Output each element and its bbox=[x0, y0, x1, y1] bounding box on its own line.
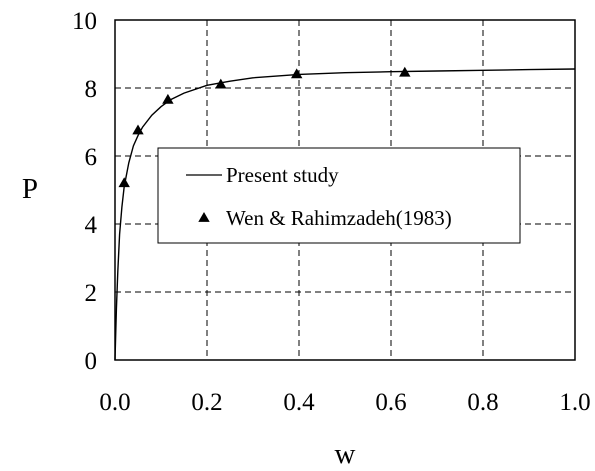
data-point-triangle bbox=[132, 124, 144, 135]
x-tick-label: 1.0 bbox=[559, 389, 590, 416]
x-tick-labels: 0.0 0.2 0.4 0.6 0.8 1.0 bbox=[99, 389, 590, 416]
y-tick-label: 4 bbox=[85, 212, 98, 239]
legend-triangle-marker bbox=[198, 212, 210, 222]
legend-label-wen-rahimzadeh: Wen & Rahimzadeh(1983) bbox=[226, 206, 452, 230]
x-tick-label: 0.0 bbox=[99, 389, 130, 416]
y-tick-label: 2 bbox=[85, 280, 98, 307]
y-tick-label: 0 bbox=[85, 348, 98, 375]
data-point-triangle bbox=[291, 68, 303, 79]
x-tick-label: 0.2 bbox=[191, 389, 222, 416]
x-tick-label: 0.4 bbox=[283, 389, 315, 416]
x-tick-label: 0.6 bbox=[375, 389, 406, 416]
y-tick-label: 10 bbox=[72, 8, 97, 35]
data-point-triangle bbox=[399, 66, 411, 77]
series-layer bbox=[114, 66, 576, 361]
data-point-triangle bbox=[215, 78, 227, 89]
y-tick-label: 6 bbox=[85, 144, 98, 171]
legend: Present study Wen & Rahimzadeh(1983) bbox=[157, 147, 521, 244]
x-axis-title: w bbox=[335, 438, 356, 470]
y-tick-label: 8 bbox=[85, 76, 98, 103]
y-tick-labels: 0 2 4 6 8 10 bbox=[72, 8, 98, 375]
legend-box bbox=[157, 147, 521, 244]
x-tick-label: 0.8 bbox=[467, 389, 498, 416]
data-point-triangle bbox=[162, 93, 174, 104]
y-axis-title: P bbox=[22, 173, 38, 205]
plot-area-frame bbox=[114, 19, 576, 361]
legend-label-present-study: Present study bbox=[226, 163, 339, 187]
data-point-triangle bbox=[118, 177, 130, 188]
